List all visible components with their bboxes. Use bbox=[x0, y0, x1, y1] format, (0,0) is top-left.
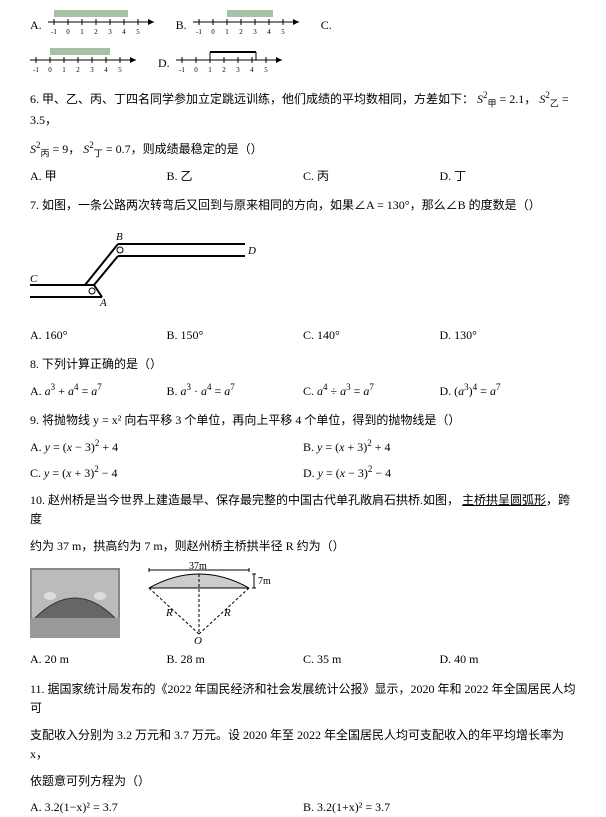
q5-numline-a: -1 0 1 2 3 4 5 bbox=[48, 8, 158, 42]
q7-c: C. 140° bbox=[303, 326, 440, 345]
q6-sding: = 0.7，则成绩最稳定的是（） bbox=[106, 142, 263, 156]
svg-text:1: 1 bbox=[208, 66, 212, 74]
svg-text:0: 0 bbox=[48, 66, 52, 74]
q10-text-row2: 约为 37 m，拱高约为 7 m，则赵州桥主桥拱半径 R 约为（） bbox=[30, 537, 576, 556]
svg-text:37m: 37m bbox=[189, 562, 207, 572]
q7-b: B. 150° bbox=[167, 326, 304, 345]
q6-opts: A. 甲 B. 乙 C. 丙 D. 丁 bbox=[30, 167, 576, 186]
q11-a: A. 3.2(1−x)² = 3.7 bbox=[30, 798, 303, 817]
q10-opts: A. 20 m B. 28 m C. 35 m D. 40 m bbox=[30, 650, 576, 669]
svg-text:4: 4 bbox=[122, 28, 126, 36]
q6-part1: 6. 甲、乙、丙、丁四名同学参加立定跳远训练，他们成绩的平均数相同，方差如下： bbox=[30, 92, 474, 106]
svg-text:-1: -1 bbox=[196, 28, 202, 36]
q9-opts-row2: C. y = (x + 3)2 − 4 D. y = (x − 3)2 − 4 bbox=[30, 462, 576, 483]
q6-c: C. 丙 bbox=[303, 167, 440, 186]
q6-d: D. 丁 bbox=[440, 167, 577, 186]
q9-d: D. y = (x − 3)2 − 4 bbox=[303, 462, 576, 483]
q8-opts: A. a3 + a4 = a7 B. a3 · a4 = a7 C. a4 ÷ … bbox=[30, 380, 576, 401]
svg-text:2: 2 bbox=[76, 66, 80, 74]
q5-row2: -1 0 1 2 3 4 5 D. -1 0 1 2 3 4 5 bbox=[30, 46, 576, 80]
q10-underlined: 主桥拱呈圆弧形 bbox=[462, 493, 546, 507]
q10-text-row1: 10. 赵州桥是当今世界上建造最早、保存最完整的中国古代单孔敞肩石拱桥.如图， … bbox=[30, 491, 576, 529]
q11-opts: A. 3.2(1−x)² = 3.7 B. 3.2(1+x)² = 3.7 bbox=[30, 798, 576, 817]
svg-text:-1: -1 bbox=[51, 28, 57, 36]
q5-row1: A. -1 0 1 2 3 4 5 B. bbox=[30, 8, 576, 42]
svg-text:O: O bbox=[194, 635, 202, 644]
svg-text:1: 1 bbox=[80, 28, 84, 36]
q7-diagram: B D C A bbox=[30, 230, 576, 316]
svg-text:2: 2 bbox=[222, 66, 226, 74]
q5-opt-a-label: A. bbox=[30, 16, 42, 35]
svg-text:R: R bbox=[223, 607, 231, 619]
q11-b: B. 3.2(1+x)² = 3.7 bbox=[303, 798, 576, 817]
q5-numline-d: -1 0 1 2 3 4 5 bbox=[176, 46, 286, 80]
q8-text: 8. 下列计算正确的是（） bbox=[30, 355, 576, 374]
q5-numline-b: -1 0 1 2 3 4 5 bbox=[193, 8, 303, 42]
svg-text:C: C bbox=[30, 273, 38, 285]
svg-text:3: 3 bbox=[253, 28, 257, 36]
q6-a: A. 甲 bbox=[30, 167, 167, 186]
q8-a: A. a3 + a4 = a7 bbox=[30, 380, 167, 401]
q7-opts: A. 160° B. 150° C. 140° D. 130° bbox=[30, 326, 576, 345]
q11-t2: 支配收入分别为 3.2 万元和 3.7 万元。设 2020 年至 2022 年全… bbox=[30, 726, 576, 764]
svg-text:0: 0 bbox=[194, 66, 198, 74]
q5-opt-d-label: D. bbox=[158, 54, 170, 73]
svg-text:4: 4 bbox=[250, 66, 254, 74]
q10-diagram: 37m 7m R R O bbox=[134, 562, 274, 644]
q7-d: D. 130° bbox=[440, 326, 577, 345]
q8-b: B. a3 · a4 = a7 bbox=[167, 380, 304, 401]
q10-a: A. 20 m bbox=[30, 650, 167, 669]
svg-text:-1: -1 bbox=[179, 66, 185, 74]
svg-text:4: 4 bbox=[267, 28, 271, 36]
q9-text: 9. 将抛物线 y = x² 向右平移 3 个单位，再向上平移 4 个单位，得到… bbox=[30, 411, 576, 430]
svg-text:1: 1 bbox=[62, 66, 66, 74]
svg-text:0: 0 bbox=[211, 28, 215, 36]
q9-b: B. y = (x + 3)2 + 4 bbox=[303, 436, 576, 457]
q7-a: A. 160° bbox=[30, 326, 167, 345]
q5-opt-c-label: C. bbox=[321, 16, 332, 35]
q7-text: 7. 如图，一条公路两次转弯后又回到与原来相同的方向，如果∠A = 130°，那… bbox=[30, 196, 576, 215]
svg-text:B: B bbox=[116, 231, 123, 243]
svg-text:A: A bbox=[99, 297, 107, 309]
svg-text:2: 2 bbox=[239, 28, 243, 36]
svg-text:2: 2 bbox=[94, 28, 98, 36]
q6-sjia: = 2.1， bbox=[500, 92, 537, 106]
q9-c: C. y = (x + 3)2 − 4 bbox=[30, 462, 303, 483]
q6-text2: S2丙 = 9， S2丁 = 0.7，则成绩最稳定的是（） bbox=[30, 138, 576, 161]
q6-b: B. 乙 bbox=[167, 167, 304, 186]
q10-c: C. 35 m bbox=[303, 650, 440, 669]
svg-text:7m: 7m bbox=[258, 576, 271, 587]
q10-t1: 10. 赵州桥是当今世界上建造最早、保存最完整的中国古代单孔敞肩石拱桥.如图， bbox=[30, 493, 459, 507]
svg-text:3: 3 bbox=[90, 66, 94, 74]
q5-numline-c: -1 0 1 2 3 4 5 bbox=[30, 46, 140, 80]
svg-text:0: 0 bbox=[66, 28, 70, 36]
q11-t3: 依题意可列方程为（） bbox=[30, 772, 576, 791]
q5-opt-b-label: B. bbox=[176, 16, 187, 35]
svg-text:5: 5 bbox=[264, 66, 268, 74]
q10-d: D. 40 m bbox=[440, 650, 577, 669]
svg-text:3: 3 bbox=[236, 66, 240, 74]
q9-opts-row1: A. y = (x − 3)2 + 4 B. y = (x + 3)2 + 4 bbox=[30, 436, 576, 457]
svg-text:5: 5 bbox=[136, 28, 140, 36]
svg-text:5: 5 bbox=[281, 28, 285, 36]
svg-text:-1: -1 bbox=[33, 66, 39, 74]
q10-photo bbox=[30, 568, 120, 638]
svg-text:1: 1 bbox=[225, 28, 229, 36]
svg-text:5: 5 bbox=[118, 66, 122, 74]
svg-text:3: 3 bbox=[108, 28, 112, 36]
q8-c: C. a4 ÷ a3 = a7 bbox=[303, 380, 440, 401]
q10-figures: 37m 7m R R O bbox=[30, 562, 576, 644]
svg-text:R: R bbox=[165, 607, 173, 619]
q6-text: 6. 甲、乙、丙、丁四名同学参加立定跳远训练，他们成绩的平均数相同，方差如下： … bbox=[30, 88, 576, 130]
svg-text:D: D bbox=[247, 245, 256, 257]
q9-a: A. y = (x − 3)2 + 4 bbox=[30, 436, 303, 457]
svg-text:4: 4 bbox=[104, 66, 108, 74]
q11-t1: 11. 据国家统计局发布的《2022 年国民经济和社会发展统计公报》显示，202… bbox=[30, 680, 576, 718]
q10-b: B. 28 m bbox=[167, 650, 304, 669]
q6-sbing: = 9， bbox=[53, 142, 81, 156]
q8-d: D. (a3)4 = a7 bbox=[440, 380, 577, 401]
